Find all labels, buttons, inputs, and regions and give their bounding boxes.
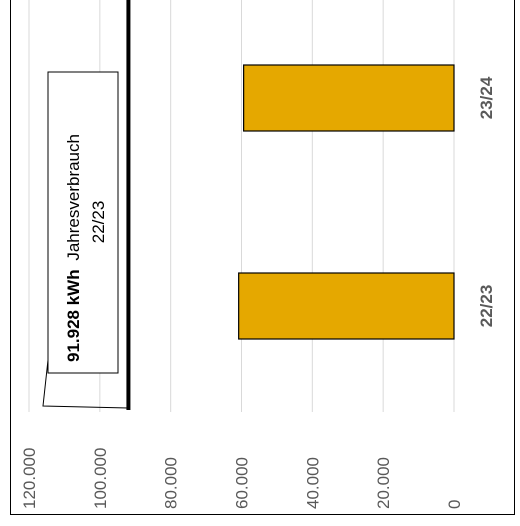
category-label: 23/24 (477, 76, 496, 119)
reference-callout: 91.928 kWh Jahresverbrauch 22/23 (42, 71, 129, 409)
tick-label: 80.000 (162, 457, 181, 509)
tick-label: 0 (445, 500, 464, 509)
chart-frame (10, 0, 515, 515)
callout-label: Jahresverbrauch (64, 134, 83, 261)
callout-year: 22/23 (89, 201, 108, 244)
tick-label: 60.000 (233, 457, 252, 509)
category-labels: 22/23 23/24 (477, 76, 496, 327)
tick-label: 100.000 (91, 448, 110, 509)
bar (238, 272, 455, 340)
bar (243, 64, 455, 132)
callout-value-bold: 91.928 kWh (64, 269, 83, 362)
bars (238, 64, 455, 340)
callout-box (47, 71, 119, 374)
callout-leader (42, 359, 129, 409)
tick-label: 40.000 (303, 457, 322, 509)
tick-label: 120.000 (20, 448, 39, 509)
category-label: 22/23 (477, 285, 496, 328)
tick-label: 20.000 (374, 457, 393, 509)
tick-labels: 0 20.000 40.000 60.000 80.000 100.000 120.000 (20, 448, 464, 509)
callout-value-text: 91.928 kWh Jahresverbrauch (64, 134, 83, 362)
